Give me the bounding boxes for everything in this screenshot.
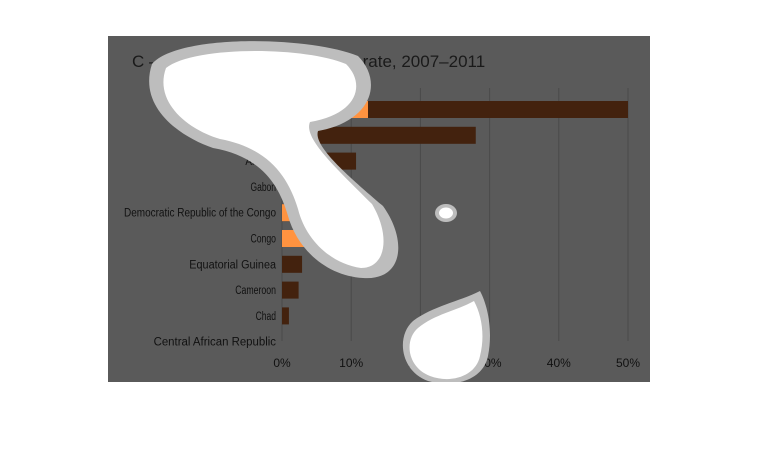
highlight-dot	[439, 207, 453, 219]
chart-panel: C – Annual blood examination rate, 2007–…	[108, 36, 650, 382]
category-label-equatorial-guinea: Equatorial Guinea	[189, 259, 276, 271]
x-tick-label-50: 50%	[616, 356, 640, 370]
bar-chad	[282, 307, 289, 325]
x-tick-label-40: 40%	[547, 356, 571, 370]
category-label-cameroon: Cameroon	[235, 285, 276, 297]
category-label-congo: Congo	[251, 234, 277, 246]
highlight-overlay	[149, 41, 490, 382]
highlight-blob	[163, 50, 384, 269]
bar-chart: C – Annual blood examination rate, 2007–…	[124, 41, 640, 382]
category-label-chad: Chad	[256, 311, 276, 323]
bar-cameroon	[282, 281, 299, 299]
category-label-central-african-republic: Central African Republic	[154, 337, 277, 349]
category-label-gabon: Gabon	[251, 182, 277, 194]
x-tick-label-0: 0%	[273, 356, 291, 370]
category-label-democratic-republic-of-the-congo: Democratic Republic of the Congo	[124, 208, 276, 220]
bar-sao-tome-and-principe	[282, 101, 628, 118]
x-tick-label-10: 10%	[339, 356, 363, 370]
bar-equatorial-guinea	[282, 255, 303, 273]
highlight-drop	[409, 301, 483, 380]
bar-burundi	[282, 126, 476, 144]
